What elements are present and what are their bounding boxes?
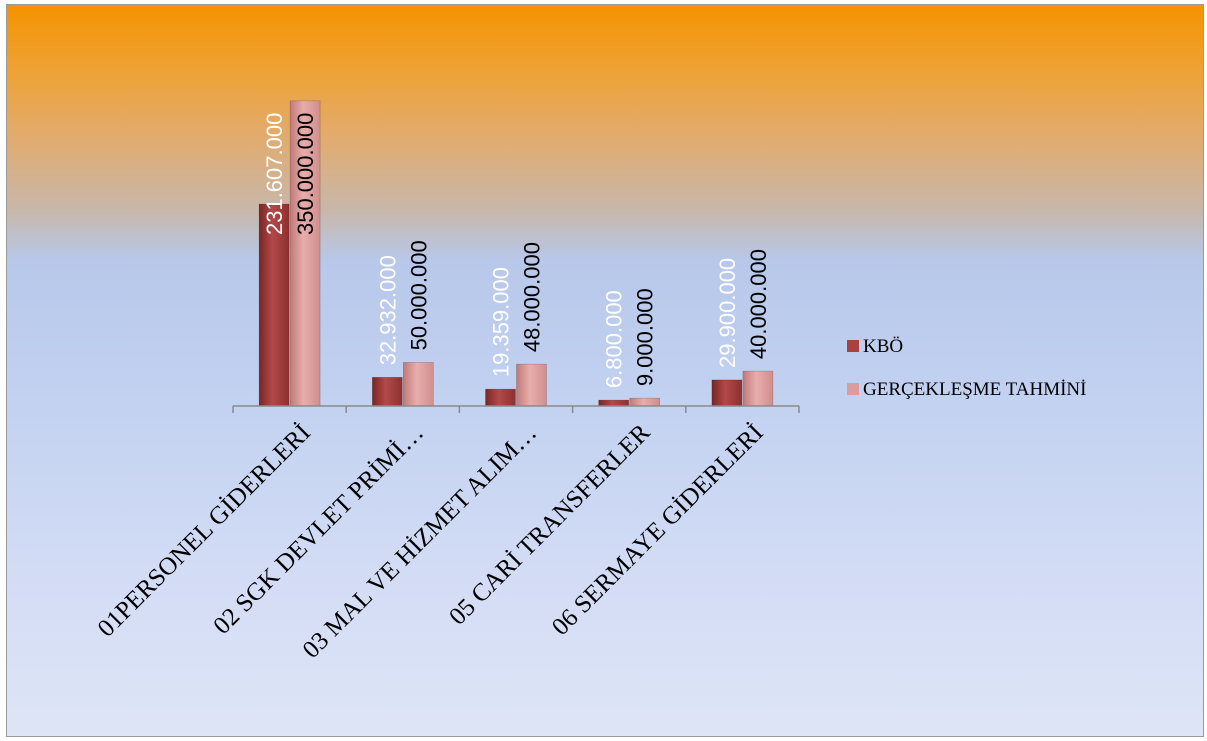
legend-label-2: GERÇEKLEŞME TAHMİNİ	[863, 379, 1086, 400]
bar-ger-ekle-me-tahmi-ni-1	[289, 100, 321, 407]
category-label-2: 02 SGK DEVLET PRİMİ…	[208, 419, 429, 640]
bar-kb-2	[371, 376, 403, 407]
bar-kb-5	[711, 379, 743, 407]
value-label-ger-ekle-me-tahmi-ni-3: 48.000.000	[520, 242, 545, 352]
bars-group	[258, 100, 774, 407]
value-label-ger-ekle-me-tahmi-ni-2: 50.000.000	[406, 240, 431, 350]
legend-label-1: KBÖ	[863, 336, 903, 357]
legend-swatch-1	[847, 340, 859, 352]
legend-swatch-2	[847, 383, 859, 395]
category-label-5: 06 SERMAYE GİDERLERİ	[547, 419, 769, 641]
bar-ger-ekle-me-tahmi-ni-5	[742, 370, 774, 407]
category-label-1: 01PERSONEL GİDERLERİ	[93, 419, 316, 642]
value-label-kb-2: 32.932.000	[375, 255, 400, 365]
bar-kb-1	[258, 203, 290, 407]
value-labels: 231.607.000 350.000.000 32.932.000 50.000.0…	[262, 113, 771, 388]
bar-ger-ekle-me-tahmi-ni-2	[402, 362, 434, 407]
bar-ger-ekle-me-tahmi-ni-3	[516, 363, 547, 407]
legend: KBÖ GERÇEKLEŞME TAHMİNİ	[847, 336, 1086, 400]
value-label-kb-4: 6.800.000	[602, 290, 627, 388]
value-label-ger-ekle-me-tahmi-ni-4: 9.000.000	[633, 288, 658, 386]
value-label-kb-3: 19.359.000	[489, 267, 514, 377]
value-label-ger-ekle-me-tahmi-ni-1: 350.000.000	[293, 113, 318, 235]
category-label-3: 03 MAL VE HİZMET ALIM…	[298, 419, 543, 664]
bar-ger-ekle-me-tahmi-ni-4	[629, 397, 661, 407]
chart-area: 01PERSONEL GİDERLERİ 02 SGK DEVLET PRİMİ……	[6, 4, 1204, 737]
x-axis	[232, 405, 800, 413]
value-label-kb-1: 231.607.000	[262, 113, 287, 235]
value-label-ger-ekle-me-tahmi-ni-5: 40.000.000	[746, 249, 771, 359]
category-label-4: 05 CARİ TRANSFERLER	[444, 419, 656, 631]
bar-kb-3	[485, 388, 516, 407]
bar-kb-4	[598, 399, 630, 407]
value-label-kb-5: 29.900.000	[715, 258, 740, 368]
